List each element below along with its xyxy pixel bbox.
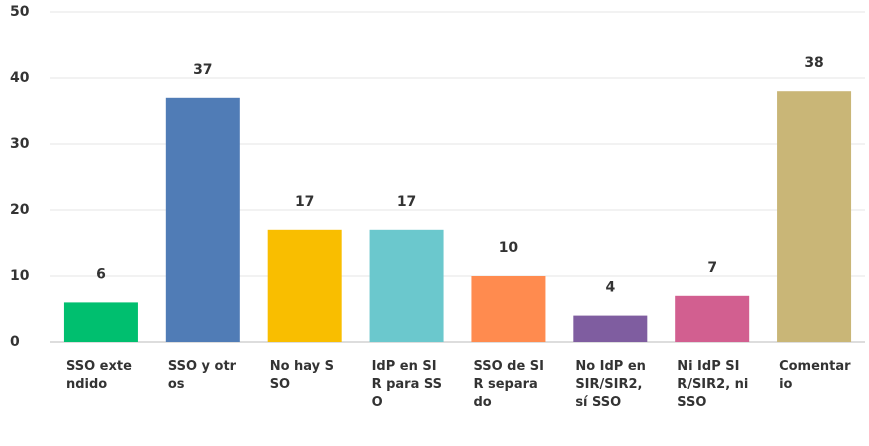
value-label: 38 xyxy=(804,55,823,71)
value-label: 4 xyxy=(605,280,615,296)
y-tick-label: 20 xyxy=(10,202,30,218)
value-label: 17 xyxy=(397,194,416,210)
x-tick-label: IdP en SIR para SSO xyxy=(371,359,443,410)
x-tick-label: Comentario xyxy=(779,359,851,392)
value-label: 7 xyxy=(707,260,717,276)
y-tick-label: 0 xyxy=(10,334,20,350)
x-tick-label: SSO y otros xyxy=(167,359,237,392)
value-label: 17 xyxy=(295,194,314,210)
value-label: 6 xyxy=(96,266,106,282)
y-tick-label: 10 xyxy=(10,268,30,284)
x-tick-label: SSO de SIR separado xyxy=(473,359,545,410)
bar xyxy=(267,229,342,342)
bar xyxy=(573,315,648,342)
x-tick-label: Ni IdP SIR/SIR2, ni SSO xyxy=(677,359,749,410)
value-label: 37 xyxy=(193,62,212,78)
x-tick-label: No hay SSO xyxy=(269,359,335,392)
bar xyxy=(471,276,546,342)
x-tick-label: No IdP en SIR/SIR2, sí SSO xyxy=(575,359,646,410)
bar xyxy=(165,97,240,342)
value-label: 10 xyxy=(499,240,519,256)
bar xyxy=(63,302,138,342)
x-tick-label: SSO extendido xyxy=(65,359,132,392)
bar xyxy=(369,229,444,342)
y-tick-label: 40 xyxy=(10,70,30,86)
y-tick-label: 30 xyxy=(10,136,30,152)
bar xyxy=(777,91,852,342)
bar xyxy=(675,295,750,342)
y-tick-label: 50 xyxy=(10,4,30,20)
